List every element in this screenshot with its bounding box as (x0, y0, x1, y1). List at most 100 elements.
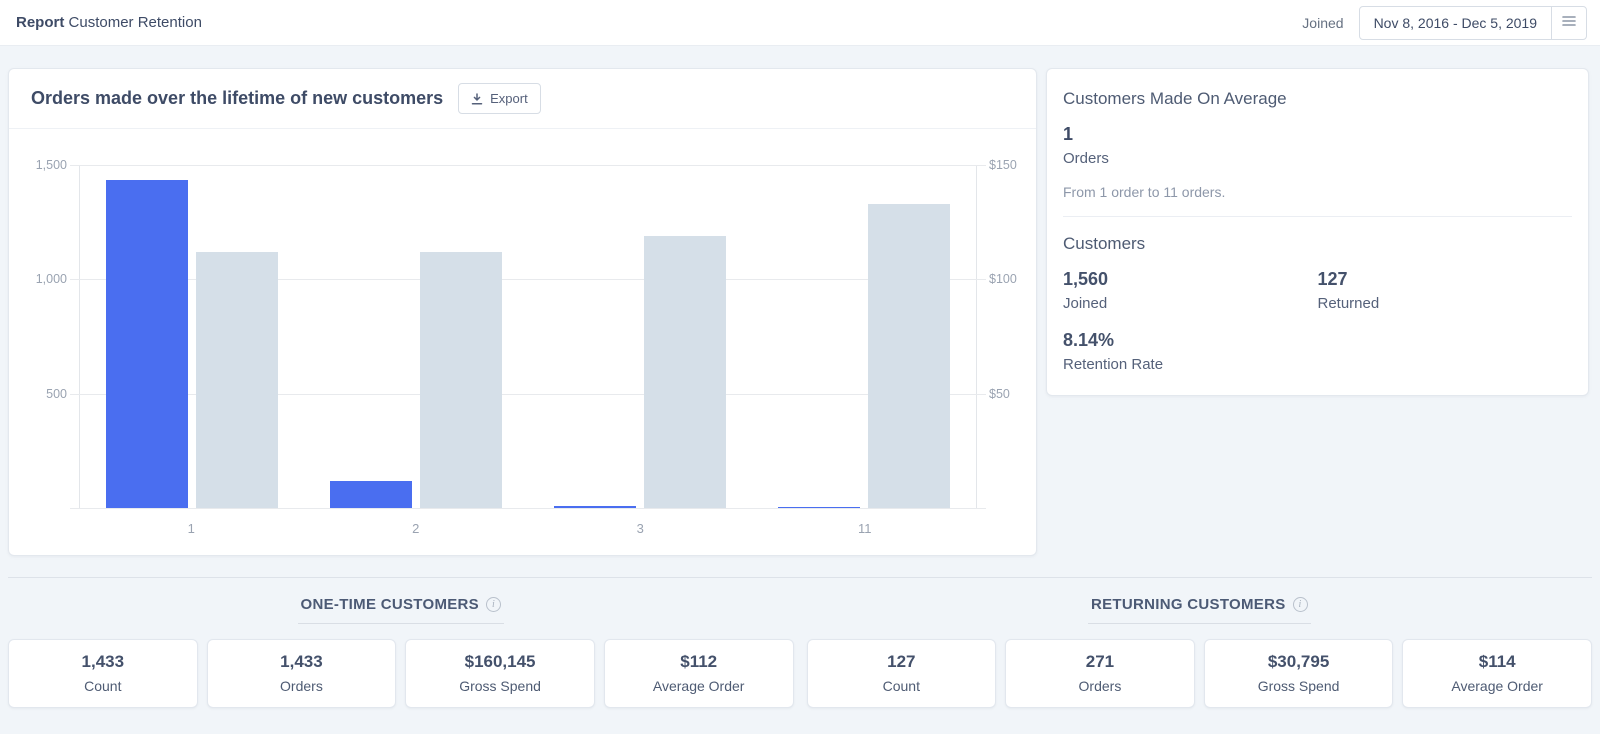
stat-label: Joined (1063, 295, 1108, 312)
section-divider (8, 577, 1592, 578)
summary-card-label: Gross Spend (1257, 678, 1340, 694)
stat-value: 127 (1317, 269, 1348, 289)
summary-card-count: 127 Count (806, 639, 997, 708)
stat-returned: 127 Returned (1318, 269, 1573, 312)
orders-lifetime-chart-card: Orders made over the lifetime of new cus… (8, 68, 1037, 556)
stat-label: Returned (1317, 295, 1380, 312)
chart-region: 1,500 1,000 500 $150 $100 $50 1 2 3 11 (9, 129, 1036, 536)
summary-card-value: $30,795 (1267, 652, 1330, 671)
section-heading-label: ONE-TIME CUSTOMERS (300, 596, 479, 613)
bar-average-order[interactable] (196, 251, 278, 508)
stat-label: Retention Rate (1063, 356, 1164, 373)
summary-card-label: Count (882, 678, 920, 694)
right-axis-tick-label: $50 (989, 386, 1010, 401)
summary-card-value: $114 (1478, 652, 1516, 671)
top-bar: Report Customer Retention Joined Nov 8, … (0, 0, 1600, 46)
bar-average-order[interactable] (420, 251, 502, 508)
chart-card-header: Orders made over the lifetime of new cus… (9, 69, 1036, 129)
stat-joined: 1,560 Joined (1063, 269, 1318, 312)
section-heading-wrap: ONE-TIME CUSTOMERS i (8, 596, 794, 624)
date-range-control: Nov 8, 2016 - Dec 5, 2019 (1358, 5, 1587, 40)
summary-card-label: Gross Spend (459, 678, 541, 694)
summary-card-gross-spend: $30,795 Gross Spend (1203, 639, 1394, 708)
summary-card-gross-spend: $160,145 Gross Spend (405, 639, 595, 708)
summary-card-average-order: $112 Average Order (603, 639, 794, 708)
x-axis-category-label: 11 (858, 521, 872, 536)
gridline (70, 508, 986, 509)
x-axis-category-label: 2 (412, 521, 420, 536)
top-bar-controls: Joined Nov 8, 2016 - Dec 5, 2019 (1302, 5, 1587, 40)
panel-divider (1063, 216, 1572, 217)
average-orders-label: Orders (1063, 150, 1109, 167)
summary-card-value: 271 (1085, 652, 1115, 671)
page-title: Report Customer Retention (16, 14, 202, 31)
gridline (70, 393, 986, 395)
right-axis-tick-label: $150 (989, 158, 1017, 172)
gridline (70, 279, 986, 281)
export-button-label: Export (490, 91, 528, 106)
section-heading: ONE-TIME CUSTOMERS i (297, 596, 504, 624)
customers-section-title: Customers (1063, 234, 1146, 253)
hamburger-icon (1562, 15, 1576, 30)
orders-range-note: From 1 order to 11 orders. (1063, 184, 1226, 200)
gridline (70, 165, 986, 166)
date-presets-menu-button[interactable] (1551, 6, 1586, 39)
bar-group-1 (80, 165, 304, 508)
joined-filter-label: Joined (1302, 14, 1344, 31)
summary-card-orders: 1,433 Orders (206, 639, 397, 708)
summary-card-label: Average Order (1451, 678, 1543, 694)
info-icon[interactable]: i (485, 597, 501, 612)
summary-card-count: 1,433 Count (8, 639, 198, 708)
bar-average-order[interactable] (644, 235, 726, 508)
summary-card-label: Orders (280, 678, 323, 694)
page-title-section: Customer Retention (68, 14, 202, 31)
info-icon[interactable]: i (1292, 597, 1308, 612)
x-axis-category-label: 3 (636, 521, 644, 536)
bar-customers[interactable] (778, 507, 860, 508)
summary-card-orders: 271 Orders (1005, 639, 1195, 708)
x-axis-category-label: 1 (187, 521, 195, 536)
section-heading-label: RETURNING CUSTOMERS (1090, 596, 1286, 613)
left-axis-tick-label: 1,000 (35, 272, 67, 287)
bar-group-2 (304, 165, 528, 508)
summary-card-value: 1,433 (81, 652, 125, 671)
bar-customers[interactable] (106, 180, 188, 508)
summary-card-value: $112 (680, 652, 718, 671)
average-orders-value: 1 (1063, 124, 1074, 144)
chart-title: Orders made over the lifetime of new cus… (31, 88, 444, 108)
stat-retention-rate: 8.14% Retention Rate (1063, 330, 1318, 373)
section-returning-customers: RETURNING CUSTOMERS i 127 Count 271 Orders $30… (806, 596, 1593, 708)
bar-groups (80, 165, 976, 508)
summary-card-average-order: $114 Average Order (1402, 639, 1592, 708)
customers-stats-grid: 1,560 Joined 127 Returned 8.14% Retention Rat… (1063, 269, 1572, 373)
left-axis-tick-label: 1,500 (35, 158, 67, 172)
summary-panel: Customers Made On Average 1 Orders From … (1046, 68, 1589, 396)
bar-group-11 (752, 165, 976, 508)
summary-card-value: 1,433 (280, 652, 323, 671)
summary-card-value: 127 (887, 652, 916, 671)
summary-card-value: $160,145 (464, 652, 536, 671)
bar-group-3 (528, 165, 752, 508)
x-axis-labels: 1 2 3 11 (79, 508, 977, 536)
bar-customers[interactable] (554, 505, 636, 508)
bar-average-order[interactable] (868, 203, 950, 508)
bar-chart-plot: 1,500 1,000 500 $150 $100 $50 (36, 158, 1017, 509)
section-one-time-customers: ONE-TIME CUSTOMERS i 1,433 Count 1,433 Orders… (8, 596, 794, 708)
summary-card-label: Orders (1078, 678, 1122, 694)
bar-customers[interactable] (330, 480, 412, 508)
export-button[interactable]: Export (458, 83, 541, 114)
summary-cards-row: 1,433 Count 1,433 Orders $160,145 Gross Spend… (8, 639, 794, 708)
summary-card-label: Average Order (652, 678, 745, 694)
download-icon (471, 92, 483, 105)
summary-card-label: Count (84, 678, 122, 694)
summary-panel-title: Customers Made On Average (1063, 89, 1287, 108)
date-range-picker[interactable]: Nov 8, 2016 - Dec 5, 2019 (1360, 7, 1551, 39)
section-heading: RETURNING CUSTOMERS i (1087, 596, 1311, 624)
section-heading-wrap: RETURNING CUSTOMERS i (807, 596, 1593, 624)
summary-cards-row: 127 Count 271 Orders $30,795 Gross Spend $114 A… (806, 639, 1592, 708)
main-content: Orders made over the lifetime of new cus… (0, 46, 1600, 556)
stat-value: 8.14% (1063, 330, 1115, 350)
left-axis-tick-label: 500 (46, 386, 67, 401)
page-title-report: Report (16, 14, 65, 31)
stat-value: 1,560 (1063, 269, 1109, 289)
